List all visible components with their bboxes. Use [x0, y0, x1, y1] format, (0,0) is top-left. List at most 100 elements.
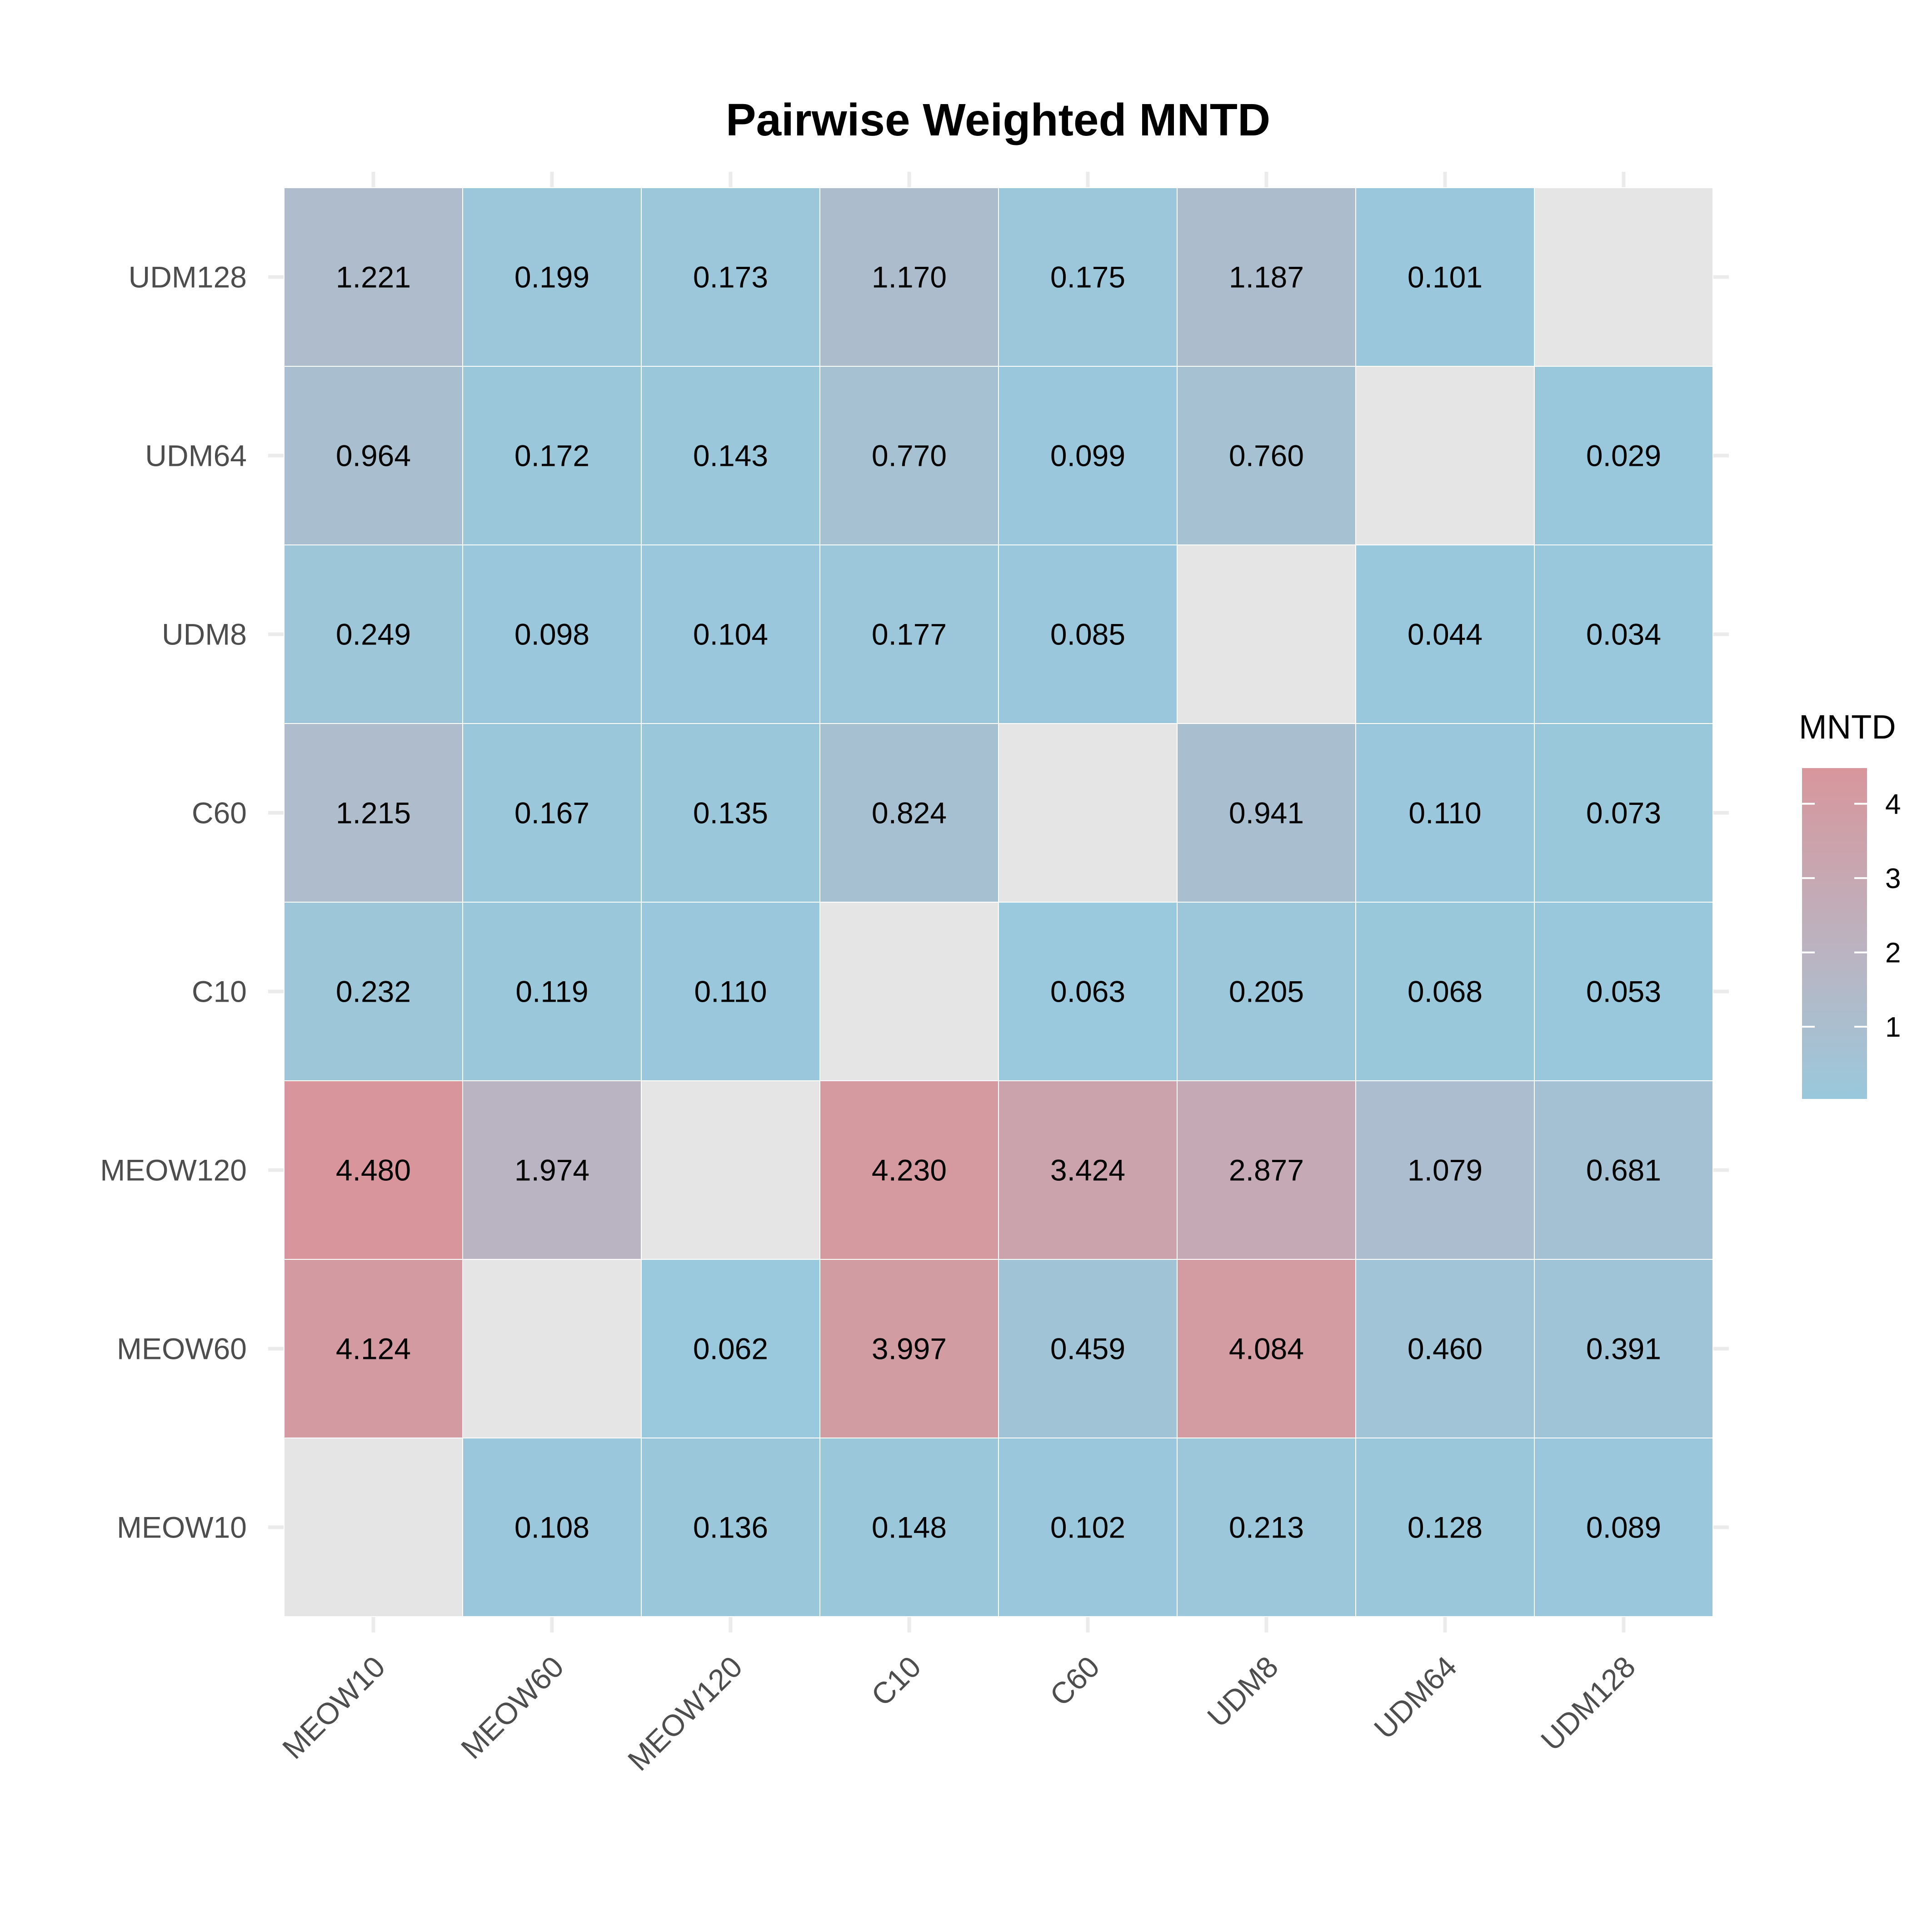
cell-value-label: 0.073 — [1586, 796, 1661, 830]
x-tick-label: C60 — [1043, 1650, 1106, 1712]
cell-value-label: 0.034 — [1586, 618, 1661, 651]
heatmap-cell — [1534, 723, 1713, 903]
y-tick-label: C60 — [192, 796, 247, 830]
heatmap-cell — [819, 1259, 999, 1438]
legend-tick-label: 2 — [1885, 938, 1901, 969]
chart-title: Pairwise Weighted MNTD — [726, 95, 1270, 145]
heatmap-cell — [819, 723, 999, 903]
heatmap-cell — [1534, 1259, 1713, 1438]
cell-value-label: 0.177 — [872, 618, 947, 651]
heatmap-cell — [1177, 1080, 1356, 1260]
heatmap-cell — [641, 1438, 820, 1617]
cell-value-label: 3.997 — [872, 1332, 947, 1366]
heatmap-cell — [819, 902, 999, 1081]
heatmap-cell — [998, 187, 1178, 367]
heatmap-cell — [462, 723, 642, 903]
legend-tick-label: 1 — [1885, 1012, 1901, 1043]
heatmap-cell — [998, 1438, 1178, 1617]
y-tick-label: MEOW10 — [117, 1511, 247, 1544]
heatmap-cell — [462, 187, 642, 367]
heatmap-cell — [1534, 1438, 1713, 1617]
cell-value-label: 0.119 — [515, 975, 588, 1008]
cell-value-label: 0.232 — [336, 975, 411, 1008]
heatmap-cell — [998, 1259, 1178, 1438]
heatmap-cell — [1534, 187, 1713, 367]
heatmap-cell — [998, 902, 1178, 1081]
cell-value-label: 0.089 — [1586, 1511, 1661, 1544]
cell-value-label: 2.877 — [1229, 1153, 1304, 1187]
heatmap-cell — [462, 902, 642, 1081]
heatmap-cell — [1534, 1080, 1713, 1260]
heatmap-cell — [641, 1259, 820, 1438]
cell-value-label: 0.063 — [1050, 975, 1125, 1008]
x-tick-label: C10 — [864, 1650, 927, 1712]
cell-value-label: 4.480 — [336, 1153, 411, 1187]
cell-value-label: 0.459 — [1050, 1332, 1125, 1366]
heatmap-cell — [1355, 1438, 1535, 1617]
cell-value-label: 0.391 — [1586, 1332, 1661, 1366]
heatmap-cell — [1355, 366, 1535, 545]
cell-value-label: 0.135 — [693, 796, 768, 830]
cell-value-label: 0.102 — [1050, 1511, 1125, 1544]
heatmap-cell — [998, 1080, 1178, 1260]
cell-value-label: 0.053 — [1586, 975, 1661, 1008]
heatmap-cell — [641, 723, 820, 903]
cell-value-label: 4.084 — [1229, 1332, 1304, 1366]
cell-value-label: 0.108 — [514, 1511, 589, 1544]
heatmap-cell — [1177, 1438, 1356, 1617]
cell-value-label: 0.098 — [514, 618, 589, 651]
legend-title: MNTD — [1799, 708, 1896, 746]
heatmap-cell — [1177, 544, 1356, 724]
cell-value-label: 0.460 — [1408, 1332, 1483, 1366]
y-tick-label: UDM128 — [129, 260, 247, 294]
cell-value-label: 4.230 — [872, 1153, 947, 1187]
heatmap-cell — [284, 1438, 463, 1617]
cell-value-label: 0.110 — [694, 975, 767, 1008]
cell-value-label: 0.173 — [693, 260, 768, 294]
y-tick-label: MEOW60 — [117, 1332, 247, 1366]
cell-value-label: 0.099 — [1050, 439, 1125, 473]
x-tick-label: MEOW120 — [621, 1650, 749, 1777]
heatmap-cell — [1177, 723, 1356, 903]
cell-value-label: 0.681 — [1586, 1153, 1661, 1187]
heatmap-cell — [284, 187, 463, 367]
cell-value-label: 0.068 — [1408, 975, 1483, 1008]
heatmap-cell — [998, 544, 1178, 724]
heatmap-cell — [998, 366, 1178, 545]
x-tick-label: UDM64 — [1368, 1650, 1463, 1746]
cell-value-label: 1.215 — [336, 796, 411, 830]
heatmap-cell — [462, 1438, 642, 1617]
cell-value-label: 1.170 — [872, 260, 947, 294]
cell-value-label: 0.110 — [1408, 796, 1481, 830]
heatmap-cell — [819, 544, 999, 724]
heatmap-cell — [1355, 187, 1535, 367]
y-tick-label: MEOW120 — [100, 1153, 247, 1187]
heatmap-cell — [641, 1080, 820, 1260]
cell-value-label: 0.044 — [1408, 618, 1483, 651]
y-tick-label: UDM8 — [162, 618, 247, 651]
y-tick-label: UDM64 — [145, 439, 247, 473]
heatmap-cell — [641, 366, 820, 545]
heatmap-cell — [1534, 902, 1713, 1081]
legend-colorbar — [1802, 768, 1867, 1099]
cell-value-label: 0.101 — [1408, 260, 1483, 294]
heatmap-cell — [641, 187, 820, 367]
heatmap-cell — [641, 544, 820, 724]
cell-value-label: 0.104 — [693, 618, 768, 651]
cell-value-label: 0.085 — [1050, 618, 1125, 651]
cell-value-label: 0.770 — [872, 439, 947, 473]
heatmap-cell — [1355, 1080, 1535, 1260]
cell-value-label: 3.424 — [1050, 1153, 1125, 1187]
cell-value-label: 1.187 — [1229, 260, 1304, 294]
y-tick-label: C10 — [192, 975, 247, 1008]
heatmap-cell — [1177, 366, 1356, 545]
cell-value-label: 0.249 — [336, 618, 411, 651]
x-axis: MEOW10 MEOW60 MEOW120 C10 C60 UDM8 UDM64 UDM128 — [276, 1650, 1642, 1777]
cell-value-label: 0.205 — [1229, 975, 1304, 1008]
legend-tick-label: 4 — [1885, 789, 1901, 820]
cell-value-label: 0.062 — [693, 1332, 768, 1366]
heatmap-cell — [284, 1080, 463, 1260]
cell-value-label: 0.148 — [872, 1511, 947, 1544]
heatmap-cell — [819, 1080, 999, 1260]
heatmap-cell — [1355, 1259, 1535, 1438]
